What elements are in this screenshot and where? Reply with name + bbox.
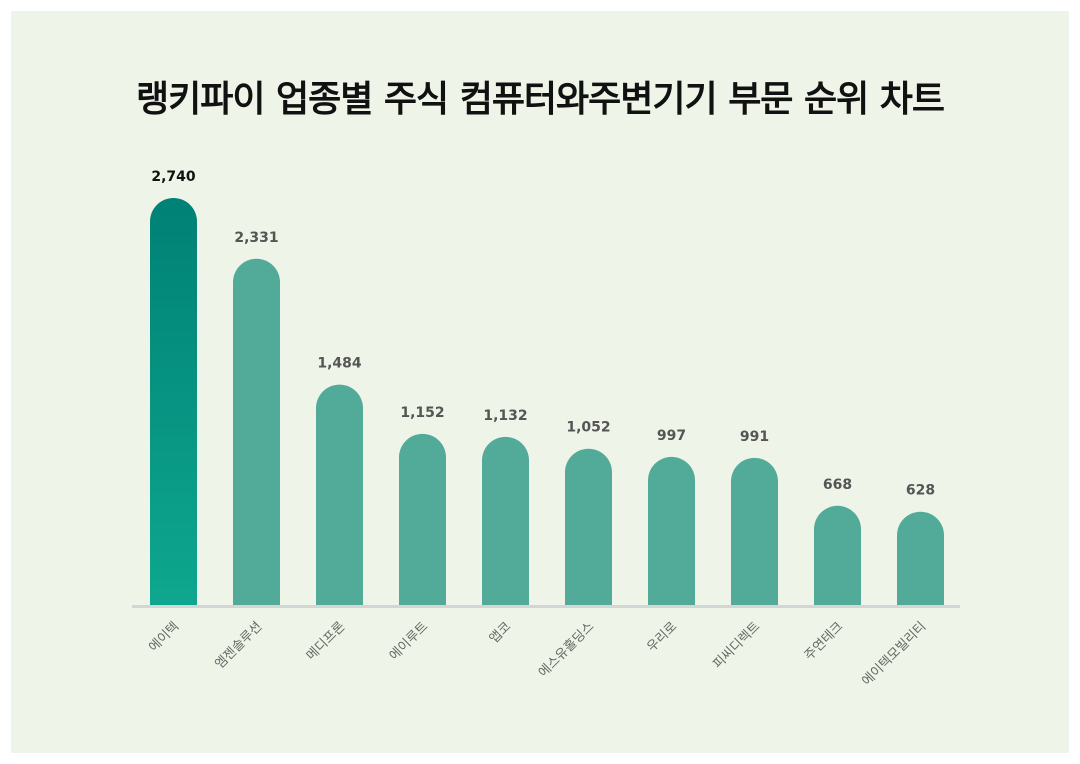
category-label-7: 우리로: [644, 619, 680, 655]
bar-3: [316, 384, 363, 605]
bar-5: [482, 436, 529, 605]
category-label-6: 에스유홀딩스: [536, 619, 597, 680]
category-label-2: 엠젠솔루션: [212, 619, 265, 672]
value-label-2: 2,331: [234, 230, 278, 246]
bar-2: [233, 258, 280, 605]
value-labels-group: 2,740 2,331 1,484 1,152 1,132 1,052 997 991 668 6…: [151, 169, 935, 499]
bar-4: [399, 433, 446, 605]
bar-6: [565, 448, 612, 605]
category-label-5: 앱코: [487, 619, 515, 647]
category-label-8: 피씨디렉트: [710, 619, 763, 672]
bar-10: [897, 511, 944, 605]
value-label-9: 668: [823, 477, 852, 493]
value-label-8: 991: [740, 429, 769, 445]
category-label-10: 에이텍모빌리티: [860, 619, 930, 689]
value-label-3: 1,484: [317, 356, 362, 372]
category-label-4: 에이루트: [387, 619, 431, 663]
category-labels-group: 에이텍 엠젠솔루션 메디프론 에이루트 앱코 에스유홀딩스 우리로 피씨디렉트 주연테크 에이텍모…: [146, 619, 929, 689]
category-label-9: 주연테크: [802, 619, 846, 663]
value-label-4: 1,152: [400, 405, 444, 421]
value-label-6: 1,052: [566, 420, 610, 436]
category-label-1: 에이텍: [146, 619, 182, 655]
bar-1: [150, 197, 197, 605]
bar-7: [648, 456, 695, 605]
value-label-5: 1,132: [483, 408, 527, 424]
value-label-10: 628: [906, 483, 935, 499]
value-label-1: 2,740: [151, 169, 196, 185]
bars-group: [150, 197, 944, 605]
chart-title: 랭키파이 업종별 주식 컴퓨터와주변기기 부문 순위 차트: [136, 79, 945, 120]
category-label-3: 메디프론: [304, 619, 348, 663]
value-label-7: 997: [657, 428, 686, 444]
bar-8: [731, 457, 778, 605]
bar-9: [814, 505, 861, 605]
